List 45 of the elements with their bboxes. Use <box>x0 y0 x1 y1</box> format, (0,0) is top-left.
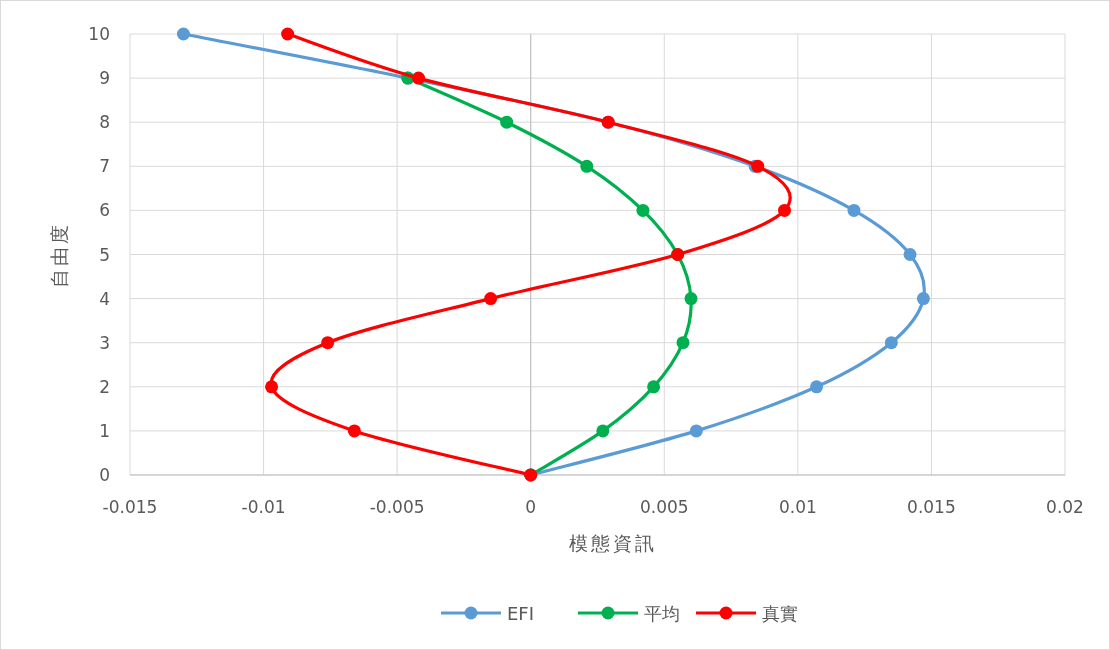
point <box>916 292 930 306</box>
x-tick-label: -0.01 <box>241 497 286 517</box>
point <box>596 424 610 438</box>
y-tick-label: 2 <box>99 376 110 397</box>
x-tick-label: -0.005 <box>369 497 425 517</box>
point <box>265 380 279 394</box>
y-tick-label: 1 <box>99 420 110 441</box>
point <box>412 71 426 85</box>
x-tick-label: 0.005 <box>639 497 689 517</box>
y-tick-label: 4 <box>99 288 110 309</box>
x-tick-label: 0.015 <box>907 497 956 517</box>
x-tick-label: 0.01 <box>778 497 817 517</box>
point <box>580 159 594 173</box>
point <box>684 292 698 306</box>
y-tick-label: 0 <box>99 465 110 485</box>
y-tick-label: 8 <box>99 112 110 133</box>
y-tick-label: 5 <box>99 244 110 265</box>
point <box>347 424 361 438</box>
point <box>500 115 514 129</box>
point <box>810 380 824 394</box>
point <box>884 336 898 350</box>
point <box>636 203 650 217</box>
y-tick-label: 3 <box>99 332 110 353</box>
point <box>903 248 917 261</box>
y-axis-title: 自由度 <box>48 221 70 288</box>
x-tick-label: 0 <box>525 497 537 517</box>
point <box>847 203 861 217</box>
x-axis-title: 模態資訊 <box>568 532 657 554</box>
point <box>321 336 335 350</box>
point <box>647 380 661 394</box>
point <box>676 336 690 350</box>
point <box>778 203 791 217</box>
point <box>484 292 498 306</box>
legend-label: 真實 <box>762 603 798 624</box>
y-tick-label: 7 <box>99 156 110 177</box>
y-tick-label: 10 <box>88 24 110 44</box>
x-tick-label: 0.02 <box>1046 497 1084 517</box>
legend-label: EFI <box>507 603 535 624</box>
point <box>281 27 295 41</box>
legend-label: 平均 <box>644 603 680 624</box>
point <box>176 27 190 41</box>
y-tick-label: 9 <box>99 68 110 89</box>
x-tick-label: -0.015 <box>102 497 158 517</box>
y-tick-label: 6 <box>99 200 110 221</box>
point <box>689 424 703 438</box>
